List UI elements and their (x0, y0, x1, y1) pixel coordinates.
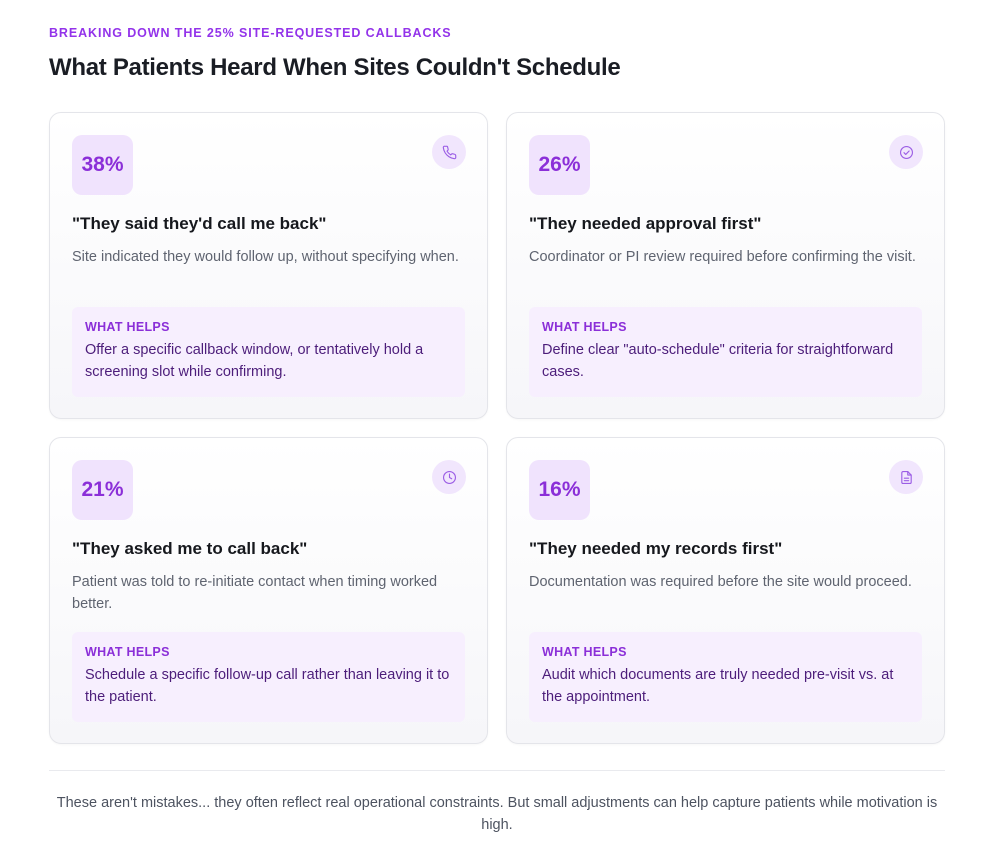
percent-badge: 16% (529, 460, 590, 520)
what-helps-text: Schedule a specific follow-up call rathe… (85, 667, 450, 705)
what-helps-box: WHAT HELPS Schedule a specific follow-up… (72, 632, 465, 722)
what-helps-label: WHAT HELPS (542, 320, 627, 334)
reason-quote: "They asked me to call back" (72, 539, 308, 558)
percent-badge: 38% (72, 135, 133, 195)
what-helps-text: Audit which documents are truly needed p… (542, 667, 894, 705)
reason-description: Coordinator or PI review required before… (529, 249, 916, 265)
what-helps-box: WHAT HELPS Define clear "auto-schedule" … (529, 307, 922, 397)
what-helps-text: Offer a specific callback window, or ten… (85, 342, 424, 380)
what-helps-box: WHAT HELPS Audit which documents are tru… (529, 632, 922, 722)
what-helps-label: WHAT HELPS (85, 320, 170, 334)
what-helps-label: WHAT HELPS (85, 645, 170, 659)
reason-description: Site indicated they would follow up, wit… (72, 249, 459, 265)
reason-card-call-back: 21% "They asked me to call back" Patient… (49, 437, 488, 744)
reason-card-records-first: 16% "They needed my records first" Docum… (506, 437, 945, 744)
footer-note: These aren't mistakes... they often refl… (56, 795, 938, 833)
phone-icon (432, 135, 466, 169)
reason-card-call-me-back: 38% "They said they'd call me back" Site… (49, 112, 488, 419)
reason-quote: "They said they'd call me back" (72, 214, 327, 233)
document-icon (889, 460, 923, 494)
check-circle-icon (889, 135, 923, 169)
reason-quote: "They needed my records first" (529, 539, 783, 558)
percent-badge: 21% (72, 460, 133, 520)
callback-reasons-grid: 38% "They said they'd call me back" Site… (49, 112, 945, 744)
eyebrow-label: BREAKING DOWN THE 25% SITE-REQUESTED CAL… (49, 26, 452, 40)
reason-description: Documentation was required before the si… (529, 574, 912, 590)
what-helps-text: Define clear "auto-schedule" criteria fo… (542, 342, 894, 380)
what-helps-box: WHAT HELPS Offer a specific callback win… (72, 307, 465, 397)
reason-description: Patient was told to re-initiate contact … (72, 574, 438, 612)
percent-badge: 26% (529, 135, 590, 195)
page-title: What Patients Heard When Sites Couldn't … (49, 54, 621, 81)
reason-quote: "They needed approval first" (529, 214, 762, 233)
what-helps-label: WHAT HELPS (542, 645, 627, 659)
footer-divider (49, 770, 945, 771)
reason-card-approval-first: 26% "They needed approval first" Coordin… (506, 112, 945, 419)
clock-icon (432, 460, 466, 494)
